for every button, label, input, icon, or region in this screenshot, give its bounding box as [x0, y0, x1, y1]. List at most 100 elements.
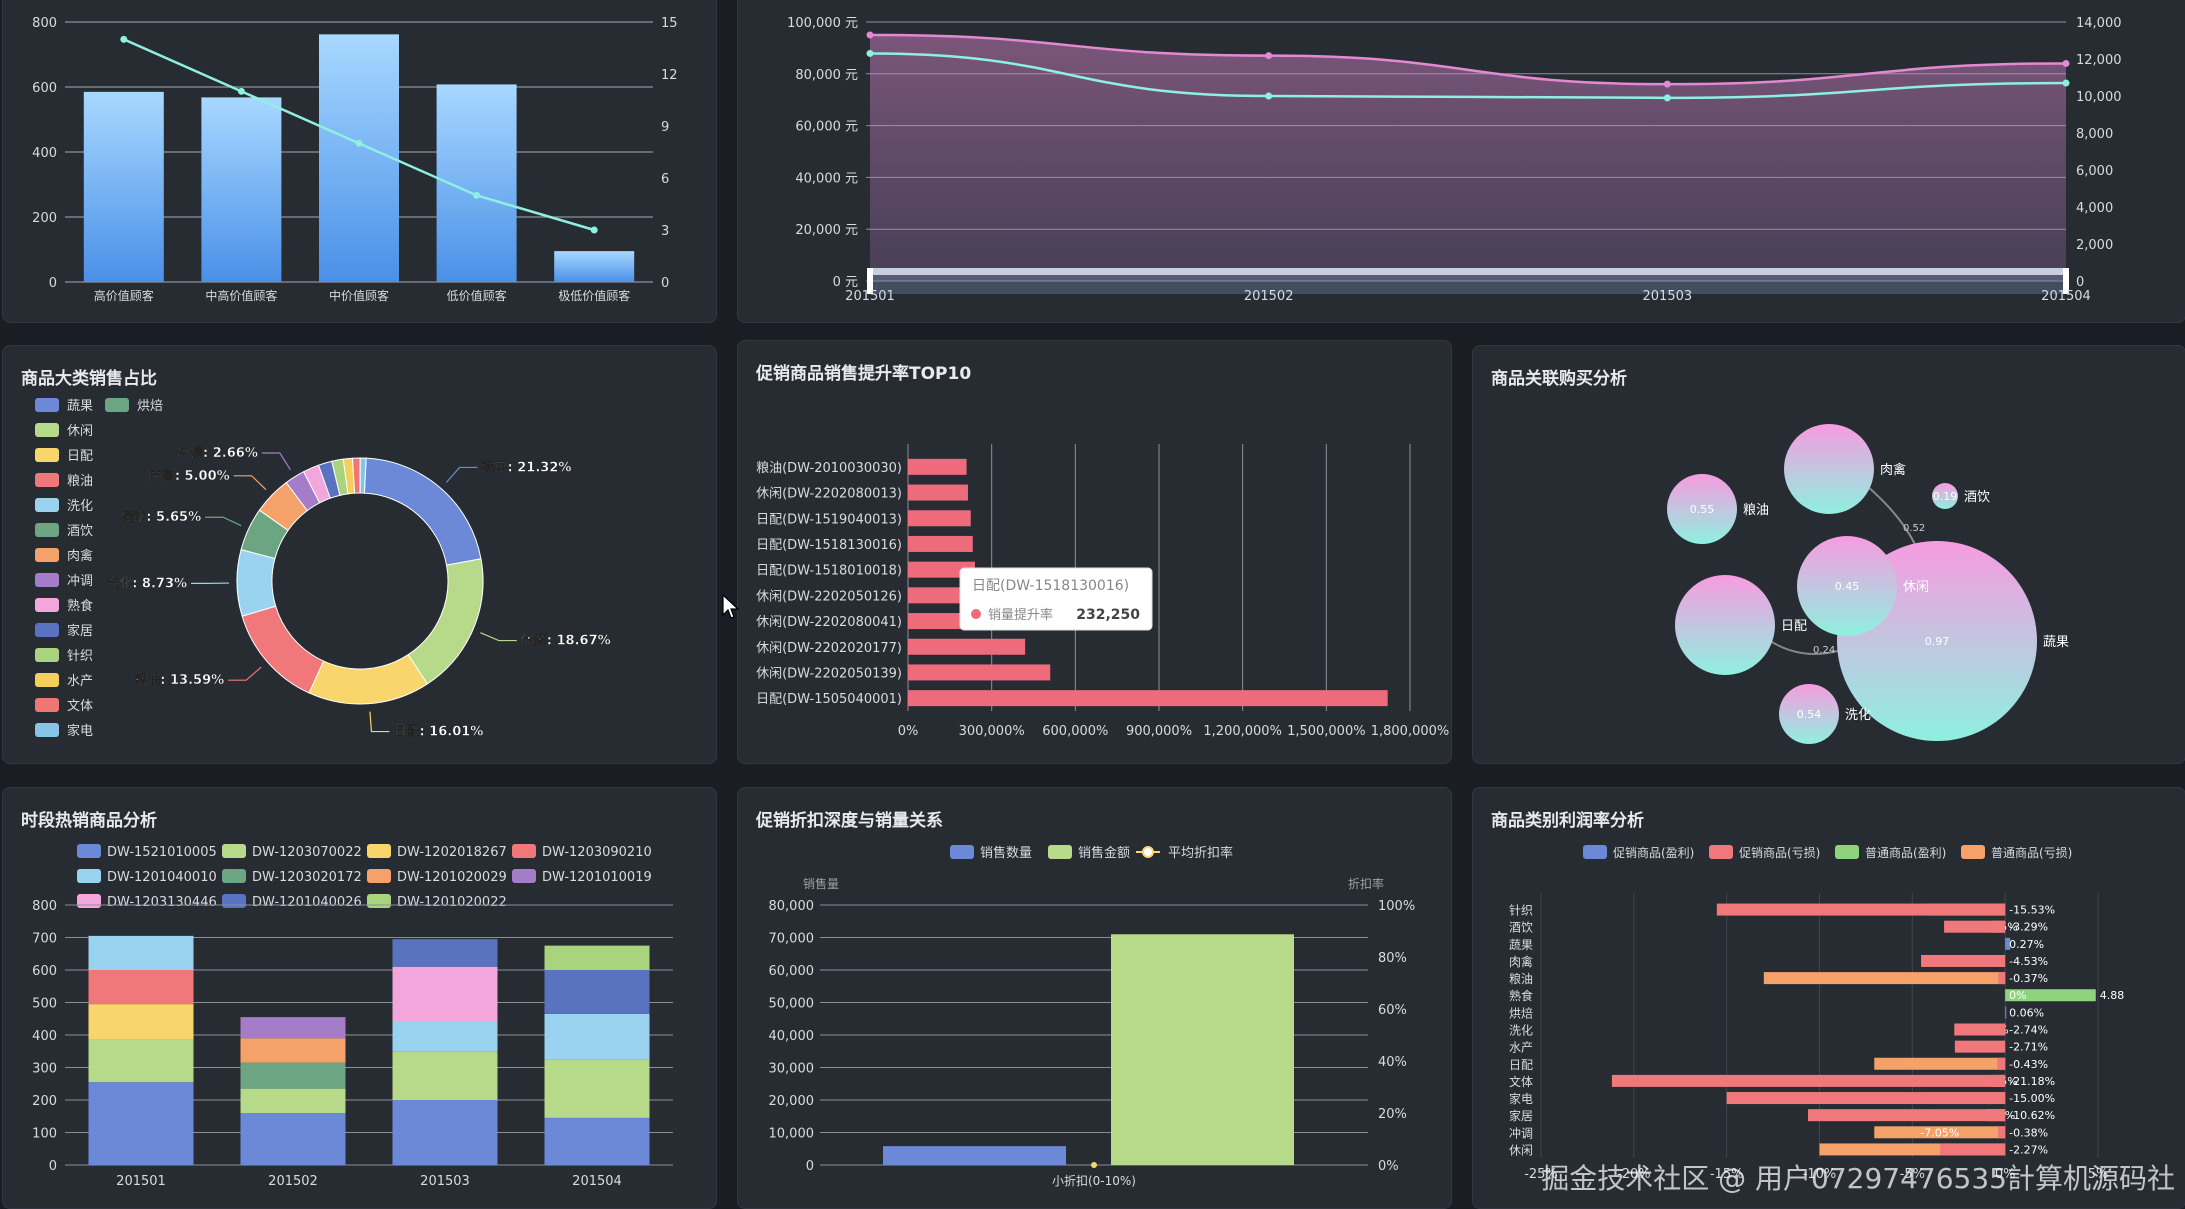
y-tick-label: 100,000 元: [787, 16, 858, 31]
bar: [1997, 1058, 2005, 1070]
bar: [1874, 1058, 2005, 1070]
legend-swatch: [1048, 845, 1072, 859]
bar: [1998, 1126, 2005, 1138]
y2-tick-label: 9: [661, 120, 669, 135]
legend-label: 销售金额: [1078, 845, 1130, 861]
legend-swatch: [35, 498, 59, 512]
y-tick-label: 40,000: [769, 1029, 815, 1044]
y-tick-label: 冲调: [1509, 1125, 1533, 1140]
bar: [908, 664, 1050, 680]
y-tick-label: 300: [32, 1062, 57, 1077]
bar: [1998, 972, 2005, 984]
y2-tick-label: 40%: [1378, 1055, 1407, 1070]
label-line: [446, 467, 477, 482]
legend-label: 针织: [67, 649, 93, 664]
legend-label: 休闲: [67, 424, 93, 439]
y-tick-label: 家电: [1509, 1091, 1533, 1106]
x-tick-label: 201504: [572, 1174, 622, 1189]
bubble-label: 肉禽: [1880, 462, 1906, 478]
bar-segment: [393, 1100, 498, 1165]
y-tick-label: 休闲(DW-2202050139): [756, 666, 902, 681]
legend-swatch: [1583, 845, 1607, 859]
legend-label: 熟食: [67, 598, 93, 614]
bar-segment: [89, 1040, 194, 1082]
bar: [84, 92, 164, 282]
legend-swatch: [35, 473, 59, 487]
pie-slice: [242, 606, 323, 693]
legend-label: 酒饮: [67, 524, 93, 539]
pie-slice: [408, 559, 483, 684]
bubble: [1784, 424, 1874, 514]
bar-label: 0%: [2009, 989, 2026, 1002]
promo-top10-chart: 0%300,000%600,000%900,000%1,200,000%1,50…: [738, 341, 1451, 763]
bubble-value: 0.97: [1925, 635, 1950, 648]
tooltip-series: 销量提升率: [988, 607, 1053, 623]
pie-slice: [237, 550, 276, 617]
category-share-panel: 商品大类销售占比 蔬果烘焙休闲日配粮油洗化酒饮肉禽冲调熟食家居针织水产文体家电蔬…: [2, 345, 717, 764]
profit-margin-chart: 促销商品(盈利)促销商品(亏损)普通商品(盈利)普通商品(亏损)-25%-20%…: [1473, 788, 2185, 1208]
y2-tick-label: 6,000: [2076, 164, 2113, 179]
y2-tick-label: 15: [661, 16, 678, 31]
y-tick-label: 70,000: [769, 932, 815, 947]
bar: [883, 1146, 1066, 1165]
monthly-trend-chart: 0 元20,000 元40,000 元60,000 元80,000 元100,0…: [738, 0, 2185, 322]
bubble-label: 日配: [1781, 619, 1807, 634]
bar-label: -0.37%: [2009, 972, 2048, 985]
y2-tick-label: 3: [661, 224, 669, 239]
edge-label: 0.24: [1813, 645, 1835, 656]
legend-swatch: [35, 398, 59, 412]
y-tick-label: 50,000: [769, 997, 815, 1012]
label-line: [234, 476, 266, 490]
bar-label: -2.71%: [2009, 1041, 2048, 1054]
legend-label: 家电: [67, 723, 93, 739]
y-tick-label: 60,000: [769, 964, 815, 979]
y-tick-label: 500: [32, 997, 57, 1012]
y-tick-label: 休闲(DW-2202080041): [756, 615, 902, 630]
x-tick-label: 中高价值顾客: [205, 288, 277, 303]
y-tick-label: 日配(DW-1519040013): [756, 512, 902, 527]
x-tick-label: 极低价值顾客: [558, 288, 630, 303]
y-tick-label: 0: [49, 276, 57, 291]
label-line: [228, 667, 261, 680]
bar-segment: [241, 1063, 346, 1089]
y-tick-label: 400: [32, 1029, 57, 1044]
legend-swatch: [77, 869, 101, 883]
slice-label: 蔬果: 21.32%: [482, 459, 572, 475]
bar: [2005, 1006, 2006, 1018]
line-point: [867, 31, 874, 38]
y-tick-label: 休闲(DW-2202020177): [756, 641, 902, 656]
x-tick-label: 1,800,000%: [1371, 724, 1450, 739]
discount-depth-chart: 销售数量销售金额平均折扣率销售量折扣率010,00020,00030,00040…: [738, 788, 1451, 1208]
legend-label: 肉禽: [67, 548, 93, 564]
x-tick-label: 中价值顾客: [329, 288, 389, 303]
legend-swatch: [1143, 847, 1153, 857]
y-tick-label: 日配(DW-1518010018): [756, 564, 902, 579]
bar-segment: [89, 1004, 194, 1040]
y-tick-label: 蔬果: [1509, 938, 1533, 952]
legend-swatch: [35, 648, 59, 662]
line-point: [1664, 81, 1671, 88]
slice-label: 粮油: 13.59%: [134, 672, 224, 688]
bar-label: 0.06%: [2009, 1006, 2044, 1019]
y-tick-label: 粮油: [1509, 971, 1533, 986]
profit-margin-panel: 商品类别利润率分析 促销商品(盈利)促销商品(亏损)普通商品(盈利)普通商品(亏…: [1472, 787, 2185, 1209]
legend-swatch: [35, 573, 59, 587]
tooltip-marker: [971, 609, 981, 619]
legend-swatch: [77, 844, 101, 858]
legend-label: 蔬果: [67, 399, 93, 414]
legend-label: 平均折扣率: [1168, 845, 1233, 861]
y-tick-label: 200: [32, 211, 57, 226]
bar: [908, 536, 973, 552]
bar-label: -15.00%: [2009, 1092, 2055, 1105]
bar-segment: [393, 1022, 498, 1051]
y2-tick-label: 12,000: [2076, 53, 2122, 68]
bubble-value: 0.19: [1933, 490, 1958, 503]
legend-label: DW-1203130446: [107, 895, 217, 910]
bar-segment: [393, 1051, 498, 1100]
legend-label: 普通商品(亏损): [1991, 845, 2072, 860]
legend-label: DW-1201040026: [252, 895, 362, 910]
y-tick-label: 100: [32, 1127, 57, 1142]
